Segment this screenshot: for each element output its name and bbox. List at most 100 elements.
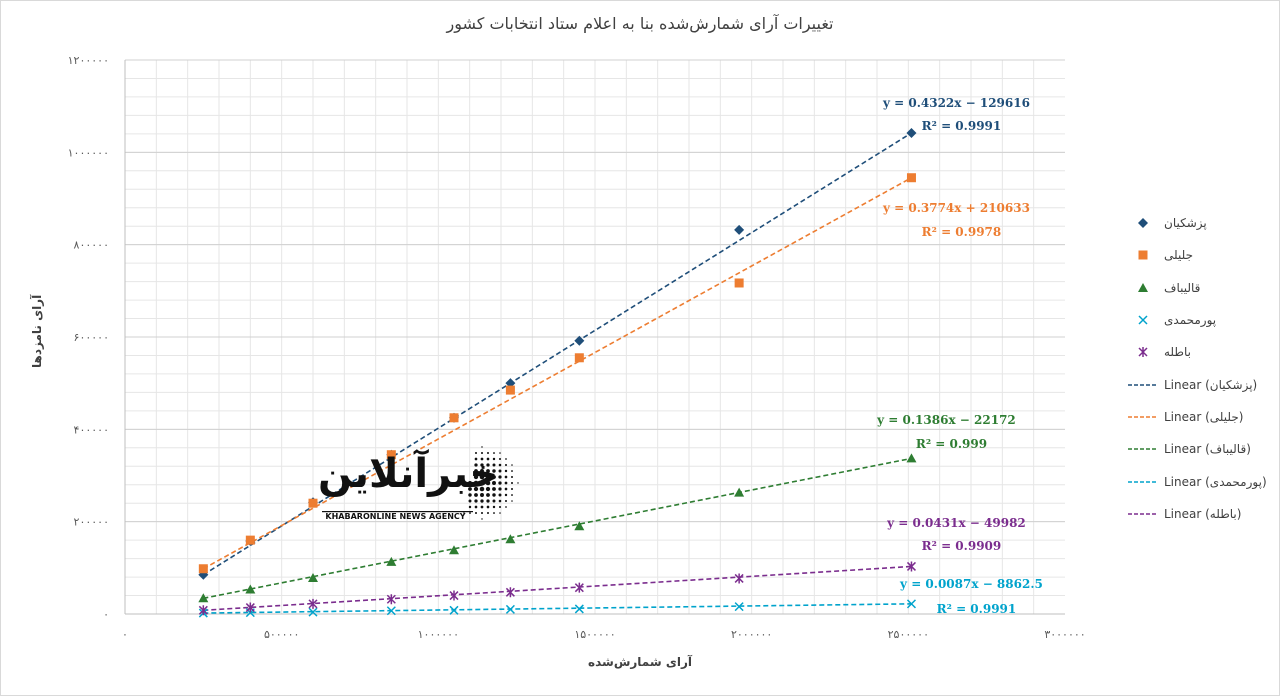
globe-dot bbox=[498, 469, 502, 473]
legend-item: Linear (پزشکیان) bbox=[1128, 368, 1278, 400]
x-tick-label: ۵۰۰۰۰۰ bbox=[264, 628, 299, 641]
globe-dot bbox=[498, 457, 502, 461]
legend-label: پورمحمدی bbox=[1164, 313, 1217, 328]
globe-dot bbox=[492, 493, 496, 497]
legend-label: Linear (پورمحمدی) bbox=[1164, 474, 1267, 489]
trendline-1 bbox=[202, 177, 912, 570]
trendline-r2-1: R² = 0.9978 bbox=[922, 225, 1002, 239]
data-point-s3 bbox=[386, 606, 396, 616]
data-point-s1 bbox=[308, 498, 318, 508]
globe-dot bbox=[474, 451, 478, 455]
y-tick-label: ۶۰۰۰۰۰ bbox=[74, 331, 109, 344]
globe-dot bbox=[499, 512, 501, 514]
data-point-s4 bbox=[906, 561, 916, 572]
globe-dot bbox=[511, 500, 513, 502]
globe-dot bbox=[463, 512, 465, 514]
legend-line-swatch bbox=[1128, 383, 1158, 386]
legend-item: Linear (پورمحمدی) bbox=[1128, 465, 1278, 497]
globe-dot bbox=[498, 481, 502, 485]
legend-marker bbox=[1138, 315, 1148, 325]
globe-dot bbox=[486, 493, 490, 497]
legend-marker bbox=[1138, 282, 1148, 292]
trendline-equation-1: y = 0.3774x + 210633 bbox=[882, 201, 1030, 215]
data-point-s4 bbox=[734, 573, 744, 584]
x-tick-label: ۰ bbox=[122, 628, 128, 641]
legend-marker bbox=[1138, 250, 1148, 260]
globe-dot bbox=[511, 464, 513, 466]
trendline-r2-2: R² = 0.999 bbox=[916, 437, 987, 451]
trendline-equation-4: y = 0.0431x − 49982 bbox=[886, 516, 1026, 530]
globe-dot bbox=[492, 463, 496, 467]
globe-dot bbox=[480, 511, 484, 515]
trendline-r2-4: R² = 0.9909 bbox=[922, 539, 1002, 553]
y-tick-label: ۲۰۰۰۰۰ bbox=[74, 516, 109, 529]
legend-item: Linear (قالیباف) bbox=[1128, 433, 1278, 465]
data-point-s2 bbox=[505, 534, 516, 544]
data-point-s4 bbox=[449, 590, 459, 601]
legend-line-swatch bbox=[1128, 448, 1158, 451]
globe-dot bbox=[473, 474, 479, 480]
data-point-s1 bbox=[906, 173, 916, 183]
y-tick-label: ۱۲۰۰۰۰۰ bbox=[68, 54, 109, 67]
legend-marker bbox=[1138, 347, 1148, 358]
x-tick-label: ۲۵۰۰۰۰۰ bbox=[888, 628, 929, 641]
data-point-s4 bbox=[308, 598, 318, 609]
data-point-s3 bbox=[574, 604, 584, 614]
legend-item: پورمحمدی bbox=[1128, 304, 1278, 336]
globe-dot bbox=[504, 499, 508, 503]
trendline-r2-3: R² = 0.9991 bbox=[937, 602, 1017, 616]
legend-label: جلیلی bbox=[1164, 248, 1193, 263]
globe-dot bbox=[504, 481, 508, 485]
x-tick-label: ۱۵۰۰۰۰۰ bbox=[574, 628, 615, 641]
legend-item: پزشکیان bbox=[1128, 207, 1278, 239]
data-point-s1 bbox=[198, 564, 208, 574]
globe-dot bbox=[474, 463, 478, 467]
legend-label: Linear (باطله) bbox=[1164, 506, 1242, 521]
legend-label: پزشکیان bbox=[1164, 216, 1207, 231]
y-tick-label: ۸۰۰۰۰۰ bbox=[74, 239, 109, 252]
globe-dot bbox=[480, 469, 484, 473]
globe-dot bbox=[480, 499, 484, 503]
x-tick-label: ۳۰۰۰۰۰۰ bbox=[1044, 628, 1085, 641]
x-tick-label: ۱۰۰۰۰۰۰ bbox=[418, 628, 459, 641]
trendline-equation-3: y = 0.0087x − 8862.5 bbox=[899, 577, 1043, 591]
globe-dot bbox=[510, 475, 514, 479]
globe-dot bbox=[473, 486, 479, 492]
globe-dot bbox=[474, 505, 478, 509]
globe-dot bbox=[486, 511, 490, 515]
globe-dot bbox=[498, 499, 502, 503]
data-point-s2 bbox=[574, 521, 585, 531]
data-point-s4 bbox=[198, 605, 208, 616]
legend: پزشکیان جلیلی قالیباف پورمحمدی باطله Linear (… bbox=[1128, 207, 1278, 530]
watermark-subtitle: KHABARONLINE NEWS AGENCY bbox=[325, 512, 466, 521]
watermark-logo: خبرآنلاین KHABARONLINE NEWS AGENCY bbox=[318, 443, 523, 527]
globe-dot bbox=[493, 452, 495, 454]
y-tick-label: ۴۰۰۰۰۰ bbox=[74, 423, 109, 436]
globe-dot bbox=[485, 480, 491, 486]
globe-dot bbox=[504, 475, 508, 479]
globe-dot bbox=[492, 469, 496, 473]
legend-marker-swatch bbox=[1138, 315, 1148, 325]
data-point-s4 bbox=[574, 582, 584, 593]
globe-dot bbox=[504, 493, 508, 497]
globe-dot bbox=[486, 457, 490, 461]
globe-dot bbox=[510, 481, 514, 485]
globe-dot bbox=[486, 451, 490, 455]
globe-dot bbox=[486, 469, 490, 473]
globe-dot bbox=[510, 487, 514, 491]
legend-line-swatch bbox=[1128, 416, 1158, 418]
data-point-s3 bbox=[505, 604, 515, 614]
globe-dot bbox=[492, 481, 496, 485]
data-point-s1 bbox=[449, 413, 459, 423]
globe-dot bbox=[486, 505, 490, 509]
globe-dot bbox=[485, 474, 491, 480]
globe-dot bbox=[480, 451, 484, 455]
chart-title: تغییرات آرای شمارش‌شده بنا به اعلام ستاد… bbox=[446, 14, 834, 33]
data-point-s2 bbox=[449, 545, 459, 555]
legend-marker-swatch bbox=[1138, 218, 1148, 229]
legend-label: باطله bbox=[1164, 345, 1191, 360]
data-point-s2 bbox=[245, 584, 256, 594]
data-point-s1 bbox=[734, 278, 744, 288]
legend-item: Linear (جلیلی) bbox=[1128, 401, 1278, 433]
globe-icon bbox=[322, 446, 519, 520]
